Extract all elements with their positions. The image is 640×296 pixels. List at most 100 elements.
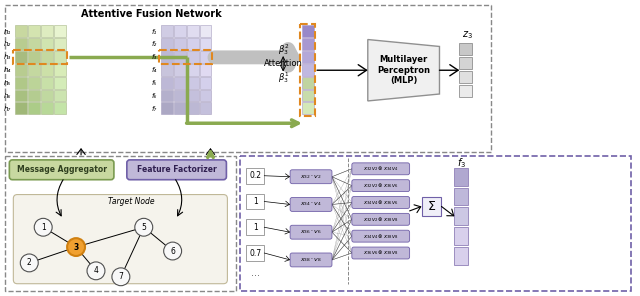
Bar xyxy=(15,38,28,50)
Text: Attentive Fusion Network: Attentive Fusion Network xyxy=(81,9,222,19)
Text: h₄: h₄ xyxy=(4,67,12,73)
Bar xyxy=(187,90,198,102)
Text: Feature Factorizer: Feature Factorizer xyxy=(137,165,216,174)
Bar xyxy=(302,90,314,102)
Bar xyxy=(200,77,211,89)
Bar xyxy=(302,38,314,50)
Text: 0.7: 0.7 xyxy=(249,249,261,258)
Text: f₄: f₄ xyxy=(152,67,157,73)
Text: 4: 4 xyxy=(93,266,99,275)
Text: Attention: Attention xyxy=(264,59,303,68)
Text: $z_3$: $z_3$ xyxy=(462,30,473,41)
Circle shape xyxy=(35,218,52,236)
Text: $\beta_3^1$: $\beta_3^1$ xyxy=(278,70,289,85)
Bar xyxy=(161,25,173,37)
Bar xyxy=(5,156,236,291)
Bar xyxy=(187,77,198,89)
Bar xyxy=(41,38,53,50)
Bar xyxy=(246,194,264,209)
Text: Target Node: Target Node xyxy=(108,197,154,206)
Text: 6: 6 xyxy=(170,247,175,255)
Bar xyxy=(460,85,472,97)
Text: h₃: h₃ xyxy=(4,54,12,60)
Bar xyxy=(173,102,186,114)
Text: 1: 1 xyxy=(253,223,258,232)
Bar xyxy=(15,102,28,114)
Text: h₅: h₅ xyxy=(4,80,12,86)
Bar xyxy=(173,38,186,50)
Text: h₁: h₁ xyxy=(4,29,12,35)
Text: f₁: f₁ xyxy=(152,29,157,35)
FancyBboxPatch shape xyxy=(352,213,410,225)
Text: 7: 7 xyxy=(118,272,124,281)
FancyBboxPatch shape xyxy=(290,253,332,267)
Bar xyxy=(200,64,211,76)
Polygon shape xyxy=(368,40,440,101)
FancyBboxPatch shape xyxy=(290,225,332,239)
FancyBboxPatch shape xyxy=(290,197,332,211)
Bar xyxy=(460,44,472,55)
Bar xyxy=(5,5,492,152)
Bar xyxy=(15,90,28,102)
Bar xyxy=(422,197,442,216)
Text: 0.2: 0.2 xyxy=(250,171,261,180)
Text: $x_{36}v_6\otimes x_{38}v_8$: $x_{36}v_6\otimes x_{38}v_8$ xyxy=(363,249,398,258)
Text: 1: 1 xyxy=(41,223,45,232)
Bar xyxy=(454,168,468,186)
Bar xyxy=(246,168,264,184)
Bar xyxy=(173,25,186,37)
Text: $x_{36}\cdot v_6$: $x_{36}\cdot v_6$ xyxy=(300,228,322,236)
Bar xyxy=(15,77,28,89)
Circle shape xyxy=(20,254,38,272)
Bar xyxy=(13,50,67,64)
Bar xyxy=(454,207,468,225)
Bar xyxy=(15,64,28,76)
Bar xyxy=(173,64,186,76)
Bar xyxy=(15,51,28,63)
Bar xyxy=(200,38,211,50)
Text: $f_3$: $f_3$ xyxy=(457,156,466,170)
Text: $x_{34}v_4\otimes x_{38}v_8$: $x_{34}v_4\otimes x_{38}v_8$ xyxy=(363,232,398,241)
Bar xyxy=(302,102,314,114)
Bar xyxy=(161,90,173,102)
Bar xyxy=(246,219,264,235)
Bar xyxy=(200,51,211,63)
Text: $\Sigma$: $\Sigma$ xyxy=(427,200,436,213)
Bar xyxy=(41,51,53,63)
Bar xyxy=(54,90,66,102)
Bar xyxy=(460,71,472,83)
Bar xyxy=(173,90,186,102)
Circle shape xyxy=(87,262,105,280)
Circle shape xyxy=(164,242,182,260)
Text: f₆: f₆ xyxy=(152,93,157,99)
Text: h₂: h₂ xyxy=(4,41,12,47)
Bar xyxy=(161,102,173,114)
FancyBboxPatch shape xyxy=(10,160,114,180)
Text: 3: 3 xyxy=(74,242,79,252)
FancyBboxPatch shape xyxy=(352,180,410,192)
Bar xyxy=(173,51,186,63)
FancyBboxPatch shape xyxy=(352,230,410,242)
Bar xyxy=(200,25,211,37)
Bar xyxy=(246,245,264,261)
Text: Multilayer
Perceptron
(MLP): Multilayer Perceptron (MLP) xyxy=(377,55,430,85)
Text: $x_{32}v_2\otimes x_{36}v_6$: $x_{32}v_2\otimes x_{36}v_6$ xyxy=(363,181,398,190)
Bar xyxy=(28,102,40,114)
Circle shape xyxy=(135,218,153,236)
Bar xyxy=(54,51,66,63)
Bar xyxy=(187,64,198,76)
Bar xyxy=(200,102,211,114)
Bar xyxy=(187,38,198,50)
Bar xyxy=(28,51,40,63)
Text: $x_{32}v_2\otimes x_{34}v_4$: $x_{32}v_2\otimes x_{34}v_4$ xyxy=(363,164,398,173)
Text: f₇: f₇ xyxy=(152,106,157,112)
Bar xyxy=(173,77,186,89)
Bar xyxy=(28,90,40,102)
Text: 2: 2 xyxy=(27,258,31,267)
Text: f₃: f₃ xyxy=(152,54,157,60)
Text: ...: ... xyxy=(251,268,260,278)
Bar xyxy=(28,64,40,76)
Circle shape xyxy=(67,238,85,256)
Text: h₇: h₇ xyxy=(4,106,12,112)
Bar xyxy=(159,50,212,64)
